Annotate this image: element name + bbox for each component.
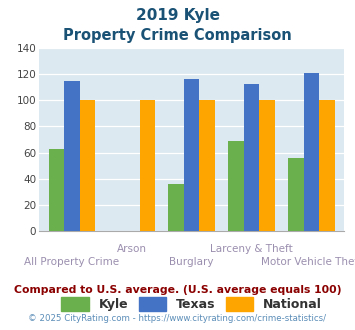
Bar [80, 100, 95, 231]
Bar [304, 73, 319, 231]
Bar [244, 84, 260, 231]
Bar [168, 184, 184, 231]
Text: Motor Vehicle Theft: Motor Vehicle Theft [261, 257, 355, 267]
Text: Arson: Arson [117, 244, 147, 254]
Bar [260, 100, 275, 231]
Bar [288, 158, 304, 231]
Bar [319, 100, 335, 231]
Text: All Property Crime: All Property Crime [24, 257, 120, 267]
Text: Property Crime Comparison: Property Crime Comparison [63, 28, 292, 43]
Text: 2019 Kyle: 2019 Kyle [136, 8, 219, 23]
Text: Burglary: Burglary [169, 257, 214, 267]
Text: © 2025 CityRating.com - https://www.cityrating.com/crime-statistics/: © 2025 CityRating.com - https://www.city… [28, 314, 327, 323]
Bar [49, 148, 64, 231]
Bar [140, 100, 155, 231]
Text: Compared to U.S. average. (U.S. average equals 100): Compared to U.S. average. (U.S. average … [14, 285, 341, 295]
Bar [228, 141, 244, 231]
Bar [200, 100, 215, 231]
Bar [64, 81, 80, 231]
Bar [184, 79, 200, 231]
Text: Larceny & Theft: Larceny & Theft [210, 244, 293, 254]
Legend: Kyle, Texas, National: Kyle, Texas, National [56, 292, 327, 316]
